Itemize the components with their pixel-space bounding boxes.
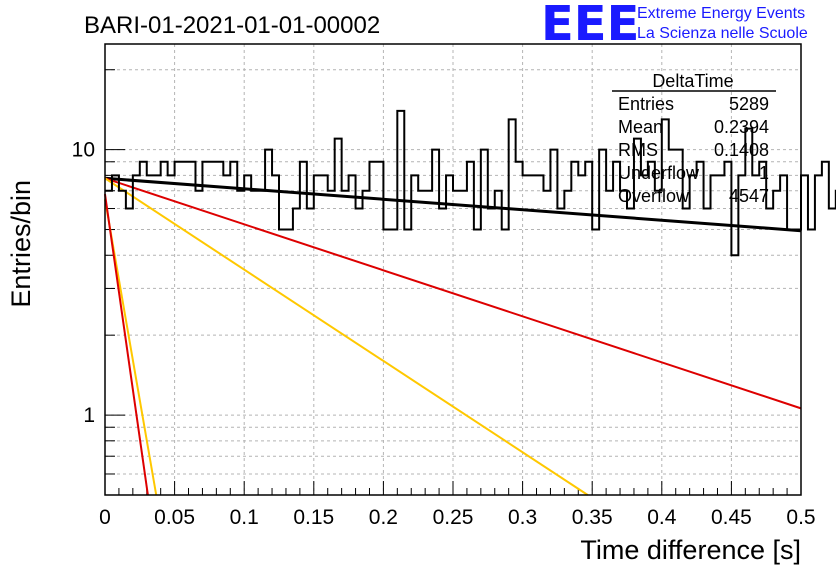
x-tick-label: 0.45 [711, 506, 752, 529]
fit-curve [104, 177, 589, 496]
x-tick-label: 0.15 [293, 506, 334, 529]
stats-label: Overflow [618, 186, 690, 206]
stats-label: RMS [618, 140, 658, 160]
stats-rows: Entries 5289 Mean 0.2394 RMS 0.1408 Underflow 1… [618, 94, 769, 206]
x-tick-label: 0.1 [230, 506, 259, 529]
stats-value: 5289 [729, 94, 769, 114]
x-tick-label: 0.2 [369, 506, 398, 529]
stats-value: 1 [759, 163, 769, 183]
fit-curve [104, 193, 149, 496]
x-tick-label: 0.4 [647, 506, 677, 529]
eee-logo: EEE Extreme Energy Events La Scienza nel… [541, 0, 808, 52]
logo-line-1: Extreme Energy Events [637, 5, 805, 22]
stats-label: Mean [618, 117, 663, 137]
stats-value: 0.2394 [714, 117, 769, 137]
stats-value: 0.1408 [714, 140, 769, 160]
stats-title: DeltaTime [652, 71, 733, 91]
fit-curve [104, 177, 802, 410]
histogram-outline [105, 109, 836, 257]
y-tick-label: 1 [83, 404, 95, 427]
fit-curves [104, 176, 802, 496]
stats-label: Underflow [618, 163, 700, 183]
logo-line-2: La Scienza nelle Scuole [637, 25, 808, 42]
run-title: BARI-01-2021-01-01-00002 [84, 12, 380, 39]
plot-frame [104, 43, 802, 496]
y-axis-label: Entries/bin [6, 180, 36, 308]
fit-curve [104, 176, 802, 233]
x-tick-label: 0.3 [508, 506, 537, 529]
stats-label: Entries [618, 94, 674, 114]
histogram [105, 109, 836, 257]
x-tick-label: 0.25 [433, 506, 474, 529]
stats-value: 4547 [729, 186, 769, 206]
x-tick-label: 0.05 [154, 506, 195, 529]
tick-labels: 0 0.05 0.1 0.15 0.2 0.25 0.3 0.35 0.4 0.45 0.5 1 10 [72, 139, 816, 529]
y-tick-label: 10 [72, 139, 95, 162]
stats-box: DeltaTime Entries 5289 Mean 0.2394 RMS 0.1408… [612, 71, 776, 206]
x-tick-label: 0.5 [786, 506, 815, 529]
axis-ticks [104, 69, 802, 496]
x-tick-label: 0 [99, 506, 111, 529]
x-tick-label: 0.35 [572, 506, 613, 529]
x-axis-label: Time difference [s] [580, 535, 801, 565]
